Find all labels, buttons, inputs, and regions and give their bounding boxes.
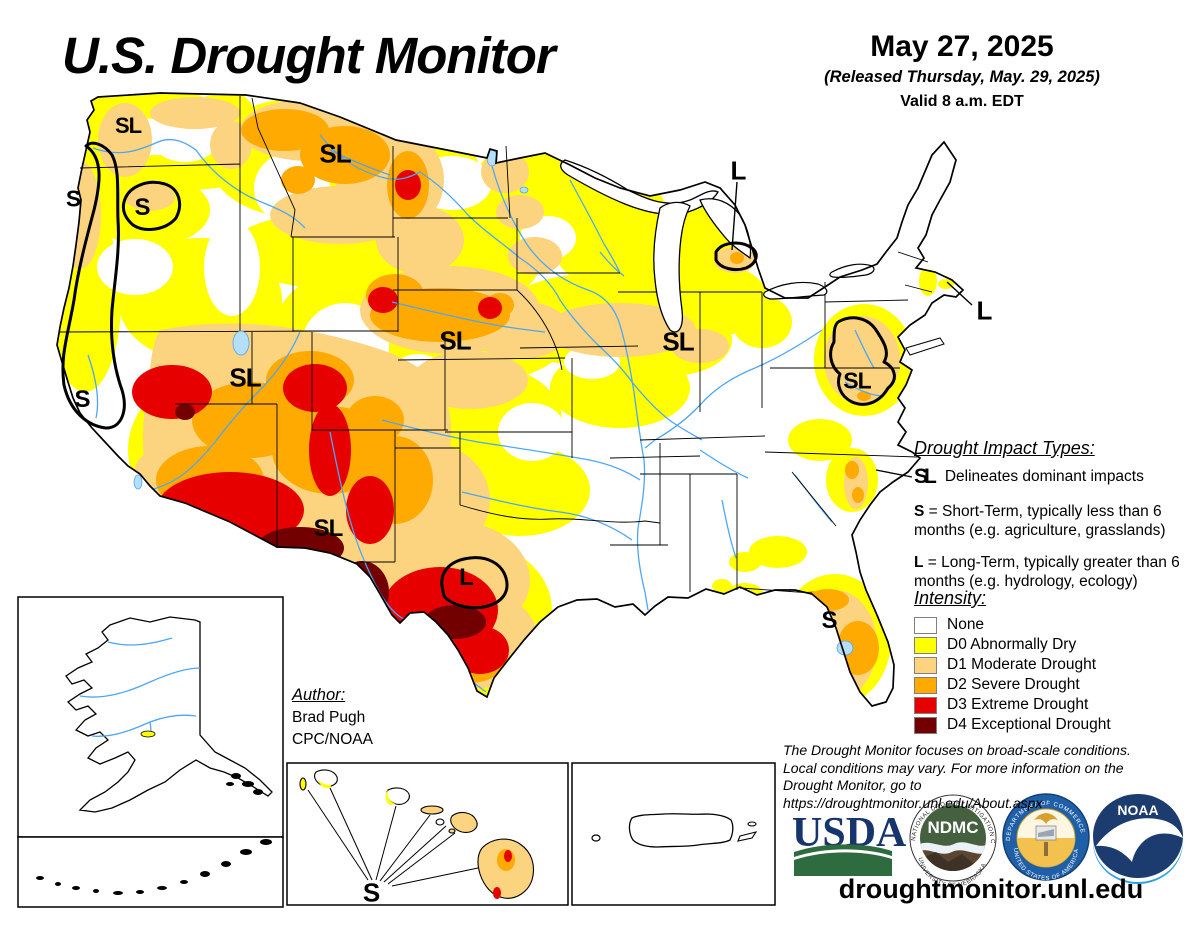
hawaii-inset — [286, 762, 569, 906]
impact-example-glyph: SL — [914, 465, 937, 488]
alaska-inset — [17, 596, 284, 908]
intensity-label: D1 Moderate Drought — [947, 656, 1097, 673]
date-block: May 27, 2025 (Released Thursday, May. 29… — [812, 30, 1112, 111]
impact-types-legend: Drought Impact Types: SL Delineates domi… — [914, 438, 1192, 591]
intensity-swatch — [914, 716, 937, 734]
intensity-legend-heading: Intensity: — [914, 588, 987, 608]
author-block: Author: Brad Pugh CPC/NOAA — [292, 686, 373, 749]
intensity-swatch — [914, 696, 937, 714]
long-term-definition: L = Long-Term, typically greater than 6 … — [914, 554, 1180, 590]
intensity-row-d0: D0 Abnormally Dry — [914, 635, 1192, 655]
intensity-row-d3: D3 Extreme Drought — [914, 695, 1192, 715]
aleutian-islands — [36, 839, 272, 895]
valid-time: Valid 8 a.m. EDT — [900, 93, 1024, 110]
intensity-legend-rows: None D0 Abnormally Dry D1 Moderate Drought… — [914, 615, 1192, 735]
author-org: CPC/NOAA — [292, 731, 373, 748]
pointer-new-england — [946, 281, 973, 306]
hawaii-pointer-lines — [307, 787, 479, 887]
intensity-row-d1: D1 Moderate Drought — [914, 655, 1192, 675]
impact-outline-central-texas — [440, 556, 509, 610]
impact-outline-pacific-coast — [61, 141, 126, 430]
rivers-layer — [87, 134, 885, 693]
pointer-impact-legend — [875, 469, 913, 478]
conus-outline — [56, 92, 965, 707]
impact-outline-eastern-oregon — [121, 180, 182, 231]
intensity-row-d2: D2 Severe Drought — [914, 675, 1192, 695]
noaa-logo: NOAA — [1093, 794, 1183, 884]
intensity-label: None — [947, 616, 985, 633]
pointer-michigan — [731, 181, 738, 251]
disclaimer-line: Local conditions may vary. For more info… — [783, 759, 1124, 776]
author-name: Brad Pugh — [292, 709, 366, 726]
short-term-definition: S = Short-Term, typically less than 6 mo… — [914, 503, 1166, 539]
intensity-row-d4: D4 Exceptional Drought — [914, 715, 1192, 735]
lakes-layer — [133, 149, 945, 656]
ndmc-logo-text: NDMC — [928, 818, 979, 837]
impact-example-row: SL Delineates dominant impacts — [914, 465, 1192, 489]
impact-legend-heading: Drought Impact Types: — [914, 438, 1095, 458]
puerto-rico-inset — [571, 762, 776, 906]
intensity-label: D4 Exceptional Drought — [947, 716, 1111, 733]
impact-outline-mid-atlantic — [829, 316, 896, 406]
intensity-swatch — [914, 676, 937, 694]
intensity-swatch — [914, 656, 937, 674]
intensity-swatch — [914, 616, 937, 634]
alaska-southeast-islands — [226, 773, 263, 795]
map-date: May 27, 2025 — [870, 30, 1054, 63]
intensity-label: D0 Abnormally Dry — [947, 636, 1077, 653]
usda-logo: USDA — [792, 810, 907, 876]
intensity-row-none: None — [914, 615, 1192, 635]
impact-region-outlines — [61, 141, 973, 610]
disclaimer-line: Drought Monitor, go to https://droughtmo… — [783, 777, 1043, 811]
noaa-logo-text: NOAA — [1117, 802, 1158, 818]
page-title: U.S. Drought Monitor — [62, 27, 556, 84]
release-date: (Released Thursday, May. 29, 2025) — [824, 68, 1100, 86]
author-heading: Author: — [292, 686, 346, 704]
intensity-label: D3 Extreme Drought — [947, 696, 1089, 713]
intensity-legend: Intensity: None D0 Abnormally Dry D1 Moder… — [914, 588, 1192, 735]
disclaimer-text: The Drought Monitor focuses on broad-sca… — [783, 742, 1183, 812]
disclaimer-line: The Drought Monitor focuses on broad-sca… — [783, 742, 1131, 758]
impact-example-text: Delineates dominant impacts — [944, 468, 1144, 485]
website-url: droughtmonitor.unl.edu — [838, 874, 1144, 904]
intensity-swatch — [914, 636, 937, 654]
doc-logo: DEPARTMENT OF COMMERCE UNITED STATES OF … — [1002, 793, 1090, 882]
intensity-label: D2 Severe Drought — [947, 676, 1080, 693]
